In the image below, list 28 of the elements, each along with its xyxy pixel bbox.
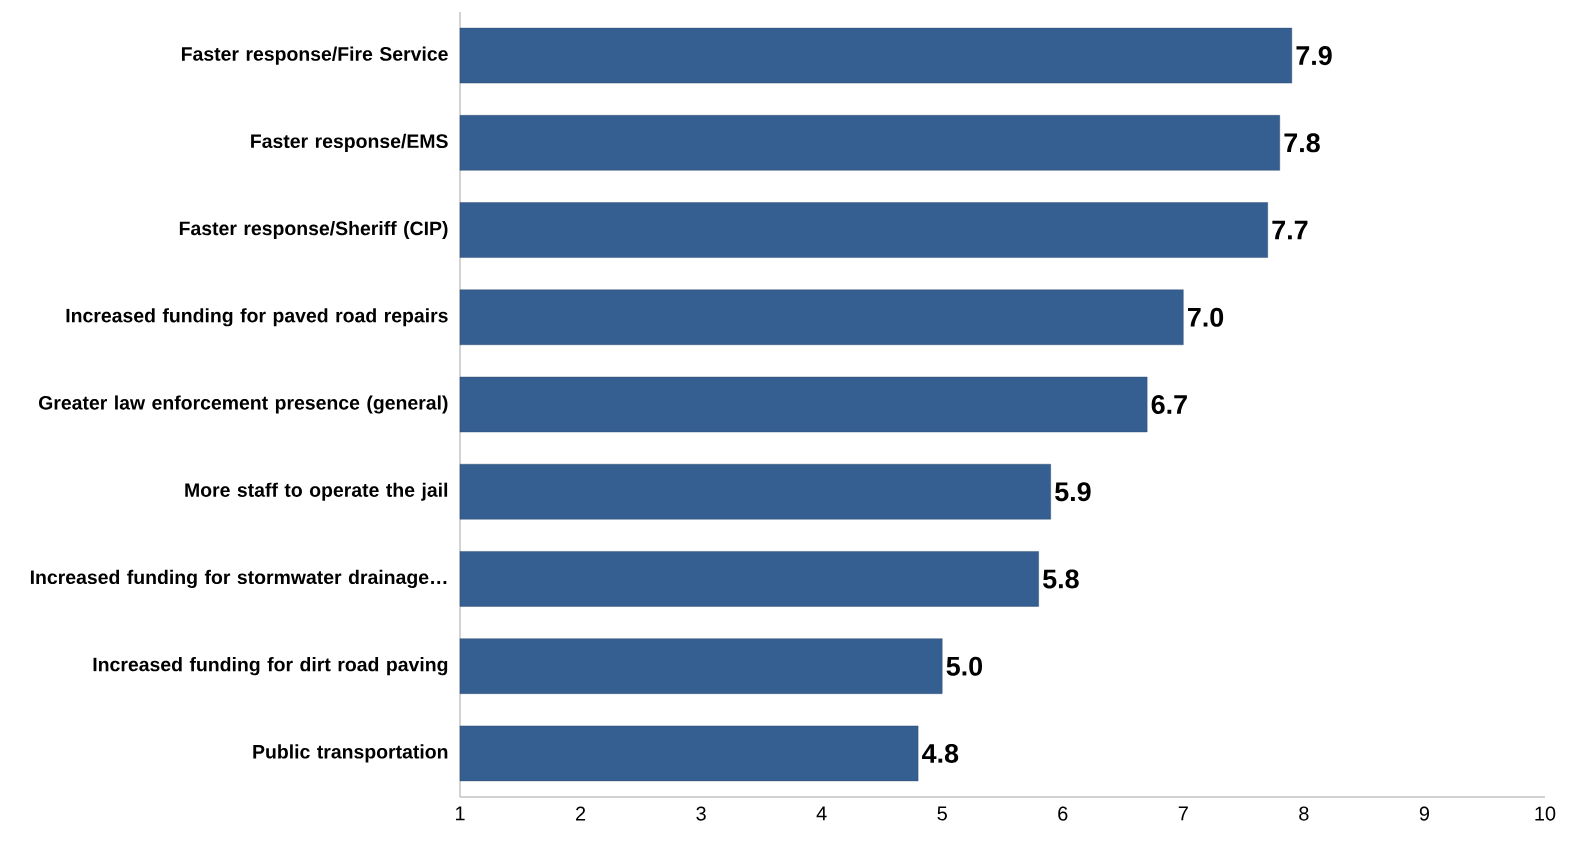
y-tick-label: Increased funding for paved road repairs xyxy=(66,308,448,327)
data-label: 7.0 xyxy=(1187,307,1224,327)
data-label: 5.0 xyxy=(946,656,983,676)
x-tick-label: 10 xyxy=(1535,806,1556,821)
x-tick-label: 7 xyxy=(1178,806,1188,821)
x-tick-label: 4 xyxy=(816,806,827,821)
x-tick-label: 6 xyxy=(1058,806,1068,821)
x-tick-label: 9 xyxy=(1419,806,1430,821)
y-tick-label: Faster response/EMS xyxy=(251,133,448,152)
data-label: 7.7 xyxy=(1272,220,1308,240)
data-label: 5.9 xyxy=(1055,482,1091,502)
y-tick-label: Faster response/Fire Service xyxy=(181,46,448,65)
y-tick-label: Faster response/Sheriff (CIP) xyxy=(179,221,448,240)
data-label: 7.9 xyxy=(1296,46,1332,66)
y-tick-label: More staff to operate the jail xyxy=(185,482,448,501)
x-tick-label: 3 xyxy=(696,806,706,821)
y-tick-label: Increased funding for dirt road paving xyxy=(93,657,448,676)
x-tick-label: 1 xyxy=(455,806,465,821)
data-label: 4.8 xyxy=(922,743,959,763)
y-tick-label: Greater law enforcement presence (general) xyxy=(39,395,448,414)
data-label: 6.7 xyxy=(1151,394,1187,415)
y-tick-label: Increased funding for stormwater drainage… xyxy=(30,569,447,589)
x-tick-label: 5 xyxy=(937,806,947,821)
y-tick-label: Public transportation xyxy=(253,744,448,763)
data-label: 5.8 xyxy=(1043,569,1079,589)
data-label: 7.8 xyxy=(1284,133,1320,153)
x-tick-label: 8 xyxy=(1299,806,1309,821)
x-tick-label: 2 xyxy=(576,806,586,821)
